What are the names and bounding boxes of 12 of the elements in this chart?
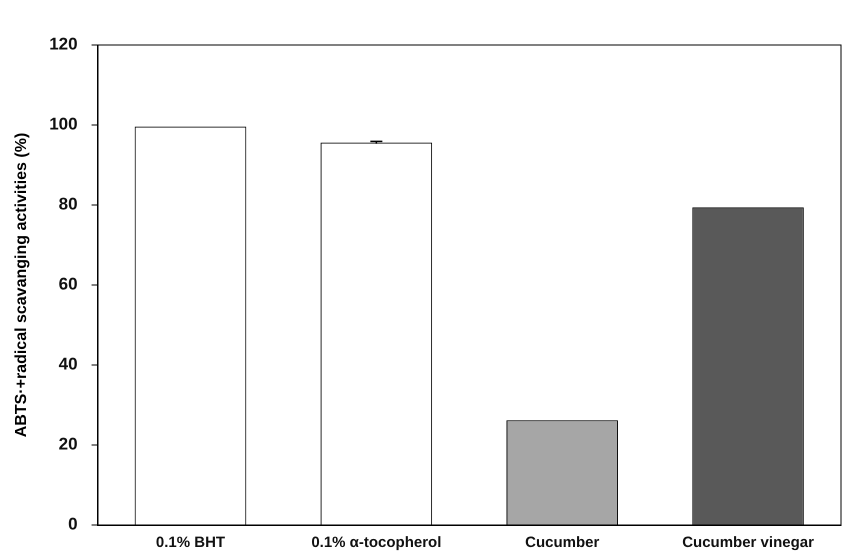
y-tick-label: 100	[49, 114, 78, 134]
x-tick-label: 0.1% BHT	[156, 534, 226, 552]
y-tick-label: 40	[58, 354, 78, 374]
x-tick-label: 0.1% α-tocopherol	[311, 534, 442, 552]
y-axis-title: ABTS·+radical scavanging activities (%)	[13, 132, 30, 438]
y-tick-label: 0	[68, 514, 78, 534]
y-tick-label: 80	[58, 194, 78, 214]
y-tick-label: 60	[58, 274, 78, 294]
x-tick-label: Cucumber vinegar	[682, 534, 814, 552]
y-tick-label: 20	[58, 434, 78, 454]
y-tick-label: 120	[49, 34, 78, 54]
x-tick-label: Cucumber	[525, 534, 600, 552]
